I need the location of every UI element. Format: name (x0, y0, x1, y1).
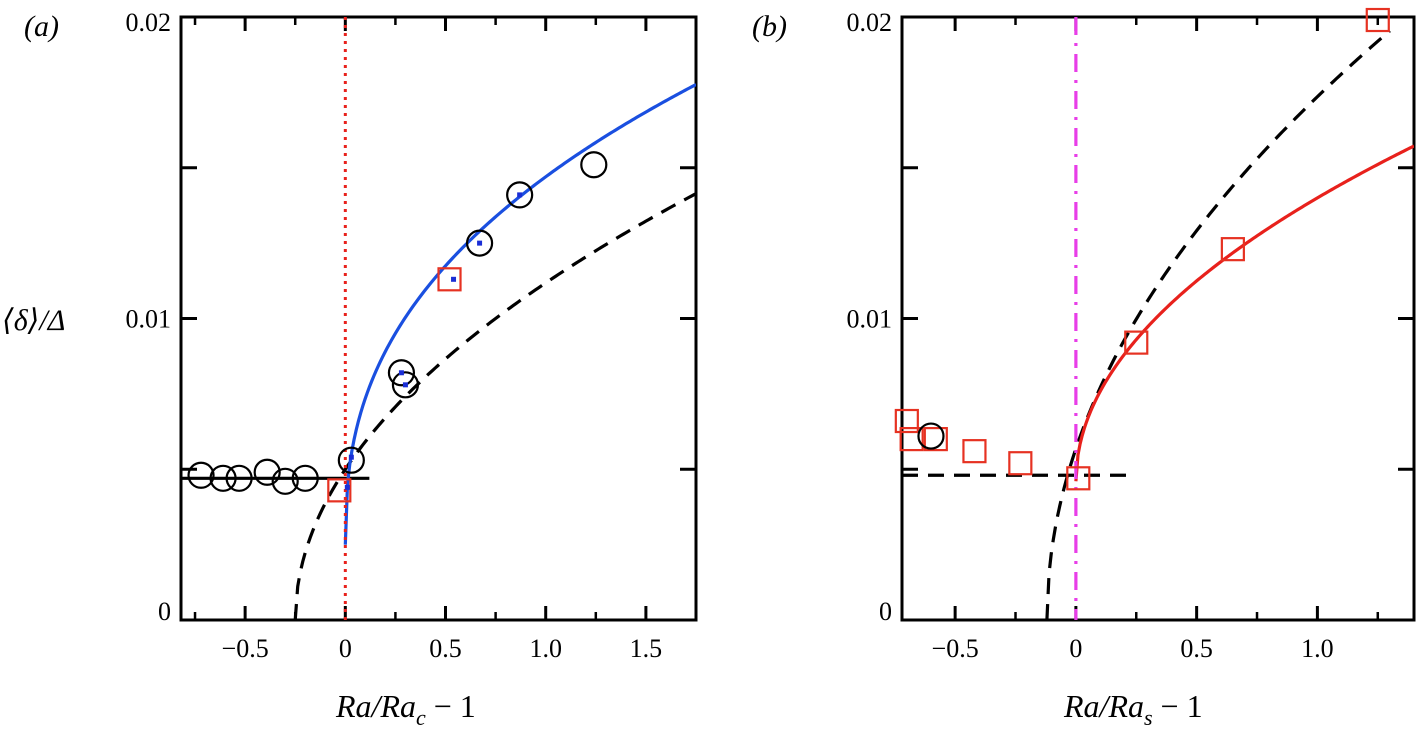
panel-b-marker-square (962, 439, 987, 464)
panel-a-line-solid (343, 83, 696, 545)
panel-a-xtick-label: 1.0 (529, 634, 562, 663)
labels: (a) (b) ⟨δ⟩/Δ Ra/Rac − 1 Ra/Ras − 1 (2, 10, 1203, 730)
panel-a-marker-square (437, 267, 462, 292)
panel-a-marker-dot (344, 484, 350, 490)
panel-a-x-axis-label: Ra/Rac − 1 (335, 688, 476, 730)
panel-a-ytick-label: 0 (158, 597, 171, 626)
panel-a-marker-dot (348, 454, 354, 460)
panel-a-marker-dot (402, 382, 408, 388)
panel-b-line-solid (1074, 144, 1414, 482)
panel-a-label: (a) (24, 10, 59, 43)
panel-a-marker-circle (187, 461, 215, 489)
panel-b-marker-square (1220, 237, 1245, 262)
panel-b-xtick-label: −0.5 (932, 634, 979, 663)
panel-b-label: (b) (752, 10, 787, 43)
panel-b-marker-square (899, 427, 924, 452)
panel-a-marker-circle (387, 359, 416, 387)
panel-a-marker-circle (391, 371, 420, 399)
panel-b-marker-square (1124, 330, 1149, 355)
panel-a-ytick-label: 0.01 (126, 305, 172, 334)
panel-b-xtick-label: 0 (1069, 634, 1082, 663)
panel-a-xtick-label: −0.5 (222, 634, 269, 663)
panel-a-marker-circle (506, 181, 534, 209)
panel-a-marker-dot (398, 370, 404, 376)
panel-b-ytick-label: 0.02 (847, 8, 893, 37)
panel-b-xtick-label: 1.0 (1301, 634, 1334, 663)
panel-b-ytick-label: 0.01 (847, 305, 893, 334)
panel-a-marker-dot (517, 192, 523, 198)
panel-b-line-dashed (1045, 29, 1391, 620)
panel-b-marker-square (1365, 7, 1390, 33)
panel-b-marker-square (894, 408, 919, 434)
panel-a: −0.5 0 0.5 1.0 1.5 0 0.01 0.02 (126, 8, 698, 663)
panel-b-ytick-label: 0 (879, 597, 892, 626)
panel-a-xtick-label: 1.5 (630, 634, 663, 663)
panel-b-x-axis-label: Ra/Ras − 1 (1063, 688, 1203, 730)
panel-a-marker-circle (465, 229, 494, 257)
panel-b-marker-square (1066, 466, 1091, 491)
panel-a-marker-dot (477, 240, 483, 246)
panel-a-marker-circle (337, 446, 365, 474)
y-axis-label: ⟨δ⟩/Δ (2, 304, 65, 337)
panel-b-plot-area (902, 17, 1414, 620)
panel-a-marker-circle (253, 458, 281, 486)
panel-a-marker-circle (209, 464, 237, 492)
panel-b-marker-circle (917, 422, 945, 450)
panel-a-marker-square (327, 478, 352, 503)
panel-a-marker-circle (580, 151, 608, 179)
panel-a-line-dashed (293, 192, 696, 620)
panel-a-axes-frame (179, 15, 698, 622)
panel-a-xtick-label: 0.5 (429, 634, 462, 663)
panel-b-marker-square (923, 427, 948, 452)
panel-b-marker-square (1008, 451, 1033, 476)
panel-b-axes-frame (900, 15, 1416, 622)
panel-a-plot-area (181, 17, 696, 620)
panel-a-marker-circle (271, 467, 299, 495)
panel-b-xtick-label: 0.5 (1180, 634, 1213, 663)
panel-a-ytick-label: 0.02 (126, 8, 172, 37)
panel-a-marker-circle (225, 464, 253, 492)
panel-a-marker-circle (291, 464, 319, 492)
panel-a-xtick-label: 0 (339, 634, 352, 663)
panel-b: −0.5 0 0.5 1.0 0 0.01 0.02 (847, 7, 1416, 663)
panel-a-marker-dot (451, 276, 457, 282)
